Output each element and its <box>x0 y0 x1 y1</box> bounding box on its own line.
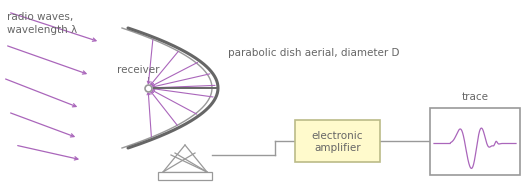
Bar <box>158 172 212 180</box>
Text: parabolic dish aerial, diameter D: parabolic dish aerial, diameter D <box>228 48 400 58</box>
Bar <box>295 120 380 162</box>
Text: electronic
amplifier: electronic amplifier <box>312 131 363 153</box>
Bar <box>430 108 520 175</box>
Text: trace: trace <box>462 92 489 102</box>
Text: radio waves,
wavelength λ: radio waves, wavelength λ <box>7 12 77 35</box>
Text: receiver: receiver <box>117 65 159 75</box>
